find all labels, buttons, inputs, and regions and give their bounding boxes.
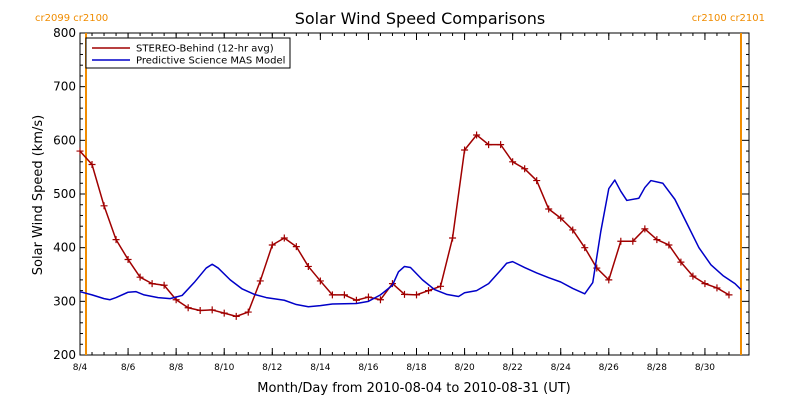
x-tick-label-4: 8/12 — [262, 363, 282, 373]
series-0-point-32 — [461, 146, 469, 154]
series-0-point-10 — [196, 306, 204, 314]
carrington-label-0: cr2099 cr2100 — [35, 13, 108, 24]
series-0-point-33 — [473, 131, 481, 139]
series-line-0 — [79, 134, 730, 318]
series-0-point-9 — [184, 304, 192, 312]
series-0-point-51 — [689, 272, 697, 280]
series-0-point-47 — [641, 225, 649, 233]
y-tick-label-600: 600 — [53, 133, 76, 147]
series-0-point-23 — [352, 296, 360, 304]
series-0-point-2 — [100, 202, 108, 210]
legend-label-stereo: STEREO-Behind (12-hr avg) — [136, 44, 274, 55]
x-tick-label-7: 8/18 — [406, 363, 426, 373]
series-0-point-17 — [280, 234, 288, 242]
x-tick-label-6: 8/16 — [358, 363, 378, 373]
series-0-point-13 — [232, 312, 240, 320]
series-0-point-52 — [701, 280, 709, 288]
series-0-point-34 — [485, 141, 493, 149]
series-0-point-19 — [304, 262, 312, 270]
series-0-point-54 — [725, 291, 733, 299]
series-0-point-31 — [449, 234, 457, 242]
y-tick-label-300: 300 — [53, 294, 76, 308]
x-tick-label-13: 8/30 — [695, 363, 715, 373]
y-tick-label-200: 200 — [53, 348, 76, 362]
series-0-point-30 — [437, 282, 445, 290]
x-axis-label: Month/Day from 2010-08-04 to 2010-08-31 … — [257, 381, 570, 396]
y-tick-label-500: 500 — [53, 187, 76, 201]
series-0-point-41 — [569, 226, 577, 234]
y-axis-label: Solar Wind Speed (km/s) — [31, 115, 46, 275]
series-1 — [79, 179, 742, 308]
y-tick-label-800: 800 — [53, 26, 76, 40]
series-0-point-40 — [557, 214, 565, 222]
carrington-labels: cr2099 cr2100 cr2100 cr2101 — [35, 13, 765, 24]
x-tick-label-9: 8/22 — [503, 363, 523, 373]
series-0-point-14 — [244, 308, 252, 316]
series-0-point-24 — [364, 293, 372, 301]
x-tick-label-10: 8/24 — [551, 363, 571, 373]
series-0-point-4 — [124, 255, 132, 263]
series-0-point-45 — [617, 237, 625, 245]
series-0-point-5 — [136, 273, 144, 281]
series-0-point-21 — [328, 291, 336, 299]
series-0-point-38 — [533, 177, 541, 185]
series-0-point-49 — [665, 241, 673, 249]
x-tick-label-1: 8/6 — [121, 363, 136, 373]
legend-box — [85, 37, 291, 69]
x-tick-label-5: 8/14 — [310, 363, 330, 373]
series-0-point-53 — [713, 284, 721, 292]
series-0-point-1 — [88, 160, 96, 168]
x-tick-label-12: 8/28 — [647, 363, 667, 373]
x-tick-label-8: 8/20 — [454, 363, 474, 373]
legend: STEREO-Behind (12-hr avg) Predictive Sci… — [85, 37, 291, 69]
series-0-point-20 — [316, 277, 324, 285]
series-0-point-6 — [148, 280, 156, 288]
x-axis: 8/4 8/6 8/8 8/10 8/12 8/14 8/16 8/18 8/20 8/22 8/2… — [73, 33, 742, 373]
series-0-point-42 — [581, 244, 589, 252]
series-0-point-12 — [220, 309, 228, 317]
y-axis: 200 300 400 500 600 700 800 — [53, 26, 749, 362]
series-0-point-48 — [653, 236, 661, 244]
carrington-lines — [85, 33, 742, 355]
series-0-point-25 — [376, 296, 384, 304]
x-tick-label-0: 8/4 — [73, 363, 88, 373]
series-0-point-35 — [497, 141, 505, 149]
carrington-label-1: cr2100 cr2101 — [692, 13, 765, 24]
series-0-point-11 — [208, 306, 216, 314]
series-layer — [76, 131, 742, 320]
series-0-point-29 — [425, 287, 433, 295]
series-0-point-7 — [160, 281, 168, 289]
x-tick-label-11: 8/26 — [599, 363, 619, 373]
series-0-point-46 — [629, 237, 637, 245]
series-0-point-36 — [509, 158, 517, 166]
plot-frame — [79, 32, 750, 356]
series-0-point-22 — [340, 291, 348, 299]
x-tick-label-2: 8/8 — [169, 363, 184, 373]
series-0-point-39 — [545, 205, 553, 213]
y-tick-label-400: 400 — [53, 241, 76, 255]
x-tick-label-3: 8/10 — [214, 363, 234, 373]
series-0-point-27 — [400, 290, 408, 298]
chart-title: Solar Wind Speed Comparisons — [295, 9, 546, 28]
series-0-point-0 — [76, 147, 84, 155]
y-tick-label-700: 700 — [53, 80, 76, 94]
series-0-point-16 — [268, 241, 276, 249]
series-0-point-28 — [413, 291, 421, 299]
series-0-point-50 — [677, 258, 685, 266]
series-0-point-15 — [256, 277, 264, 285]
series-0 — [76, 131, 733, 320]
series-line-1 — [79, 179, 742, 308]
legend-label-mas: Predictive Science MAS Model — [136, 56, 285, 67]
series-0-point-3 — [112, 236, 120, 244]
series-0-point-44 — [605, 276, 613, 284]
series-0-point-37 — [521, 165, 529, 173]
series-0-point-18 — [292, 243, 300, 251]
